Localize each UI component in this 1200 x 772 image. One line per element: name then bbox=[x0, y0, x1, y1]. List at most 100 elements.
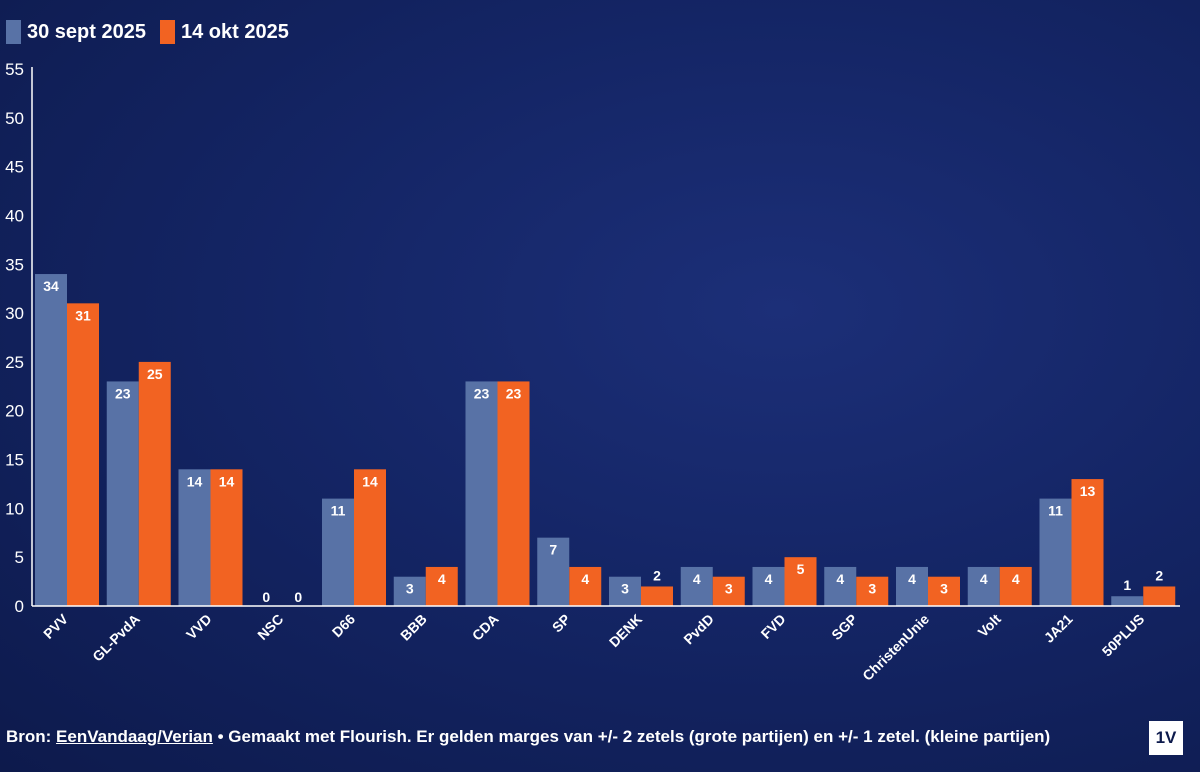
bar-value-label: 11 bbox=[1048, 503, 1063, 519]
x-tick-label: 50PLUS bbox=[1099, 611, 1148, 660]
x-tick-label: JA21 bbox=[1041, 611, 1076, 646]
legend-label-series-1: 30 sept 2025 bbox=[27, 20, 146, 43]
bar-value-label: 14 bbox=[219, 473, 235, 489]
bar-value-label: 0 bbox=[294, 589, 302, 605]
bar-1 bbox=[178, 469, 211, 606]
bar-1 bbox=[680, 566, 713, 606]
bar-value-label: 5 bbox=[797, 561, 805, 577]
bar-value-label: 14 bbox=[362, 473, 378, 489]
bar-1 bbox=[1111, 596, 1144, 606]
bar-2 bbox=[1143, 586, 1176, 606]
y-tick-label: 55 bbox=[5, 60, 24, 79]
bar-2 bbox=[1071, 479, 1104, 606]
bar-1 bbox=[322, 498, 354, 606]
bar-1 bbox=[609, 576, 641, 606]
bar-2 bbox=[569, 566, 602, 606]
bar-value-label: 13 bbox=[1080, 483, 1096, 499]
bar-1 bbox=[465, 381, 498, 606]
source-link[interactable]: EenVandaag/Verian bbox=[56, 727, 213, 746]
bar-1 bbox=[1039, 498, 1072, 606]
bar-value-label: 0 bbox=[262, 589, 270, 605]
bar-value-label: 3 bbox=[621, 581, 629, 597]
x-tick-label: D66 bbox=[329, 611, 359, 641]
bar-value-label: 3 bbox=[406, 581, 414, 597]
bar-2 bbox=[784, 557, 817, 606]
logo: 1V bbox=[1149, 721, 1183, 755]
bar-1 bbox=[106, 381, 139, 606]
x-tick-label: SP bbox=[549, 611, 574, 636]
bar-2 bbox=[928, 576, 960, 606]
bar-value-label: 3 bbox=[940, 581, 948, 597]
y-tick-label: 10 bbox=[5, 499, 24, 518]
bar-value-label: 2 bbox=[653, 567, 661, 583]
bar-2 bbox=[138, 361, 171, 606]
bar-value-label: 11 bbox=[331, 503, 346, 519]
y-tick-label: 25 bbox=[5, 353, 24, 372]
bar-value-label: 34 bbox=[43, 278, 59, 294]
bar-value-label: 1 bbox=[1123, 577, 1131, 593]
bar-value-label: 23 bbox=[474, 385, 490, 401]
y-tick-label: 5 bbox=[15, 548, 24, 567]
bar-value-label: 14 bbox=[187, 473, 203, 489]
bar-2 bbox=[999, 566, 1032, 606]
x-tick-label: VVD bbox=[183, 611, 215, 643]
bar-1 bbox=[752, 566, 785, 606]
bar-2 bbox=[712, 576, 745, 606]
bar-value-label: 25 bbox=[147, 366, 163, 382]
bar-value-label: 4 bbox=[908, 571, 916, 587]
bar-1 bbox=[393, 576, 426, 606]
x-tick-label: BBB bbox=[397, 611, 430, 644]
bar-1 bbox=[824, 566, 857, 606]
y-tick-label: 40 bbox=[5, 206, 24, 225]
y-tick-label: 30 bbox=[5, 304, 24, 323]
y-tick-label: 45 bbox=[5, 158, 24, 177]
bar-value-label: 4 bbox=[765, 571, 773, 587]
x-tick-label: GL-PvdA bbox=[89, 611, 143, 665]
footer-prefix: Bron: bbox=[6, 727, 57, 746]
bar-2 bbox=[210, 469, 243, 606]
bar-value-label: 2 bbox=[1155, 567, 1163, 583]
legend-label-series-2: 14 okt 2025 bbox=[180, 20, 289, 43]
bar-value-label: 4 bbox=[836, 571, 844, 587]
legend-swatch-series-2 bbox=[159, 20, 175, 44]
logo-text: 1V bbox=[1155, 728, 1177, 747]
bar-value-label: 4 bbox=[438, 571, 446, 587]
bar-2 bbox=[856, 576, 889, 606]
bar-value-label: 7 bbox=[549, 542, 557, 558]
x-tick-label: PvdD bbox=[680, 611, 717, 648]
legend: 30 sept 2025 14 okt 2025 bbox=[6, 20, 289, 44]
bar-value-label: 31 bbox=[75, 307, 91, 323]
bar-1 bbox=[967, 566, 1000, 606]
bar-1 bbox=[896, 566, 928, 606]
bar-value-label: 4 bbox=[980, 571, 988, 587]
footer-source: Bron: EenVandaag/Verian • Gemaakt met Fl… bbox=[6, 727, 1050, 747]
bar-value-label: 3 bbox=[725, 581, 733, 597]
y-tick-label: 50 bbox=[5, 109, 24, 128]
bar-value-label: 23 bbox=[115, 385, 131, 401]
x-tick-label: SGP bbox=[828, 611, 860, 643]
x-tick-label: NSC bbox=[254, 611, 286, 643]
bar-2 bbox=[425, 566, 458, 606]
bar-value-label: 4 bbox=[581, 571, 589, 587]
bar-2 bbox=[497, 381, 530, 606]
x-tick-label: Volt bbox=[975, 611, 1005, 641]
legend-item-series-1[interactable]: 30 sept 2025 bbox=[6, 20, 146, 44]
bar-2 bbox=[354, 469, 386, 606]
bar-2 bbox=[641, 586, 673, 606]
legend-item-series-2[interactable]: 14 okt 2025 bbox=[159, 20, 289, 44]
y-tick-label: 20 bbox=[5, 402, 24, 421]
bar-value-label: 4 bbox=[693, 571, 701, 587]
bar-1 bbox=[35, 274, 67, 606]
bar-value-label: 3 bbox=[868, 581, 876, 597]
x-tick-label: DENK bbox=[606, 611, 645, 650]
x-tick-label: ChristenUnie bbox=[859, 611, 932, 684]
x-tick-label: PVV bbox=[40, 610, 72, 642]
footer-note: • Gemaakt met Flourish. Er gelden marges… bbox=[212, 727, 1051, 746]
legend-swatch-series-1 bbox=[6, 20, 21, 44]
y-tick-label: 35 bbox=[5, 255, 24, 274]
y-tick-label: 0 bbox=[15, 597, 24, 616]
bar-2 bbox=[67, 303, 99, 606]
bar-1 bbox=[537, 537, 570, 606]
y-tick-label: 15 bbox=[5, 451, 24, 470]
